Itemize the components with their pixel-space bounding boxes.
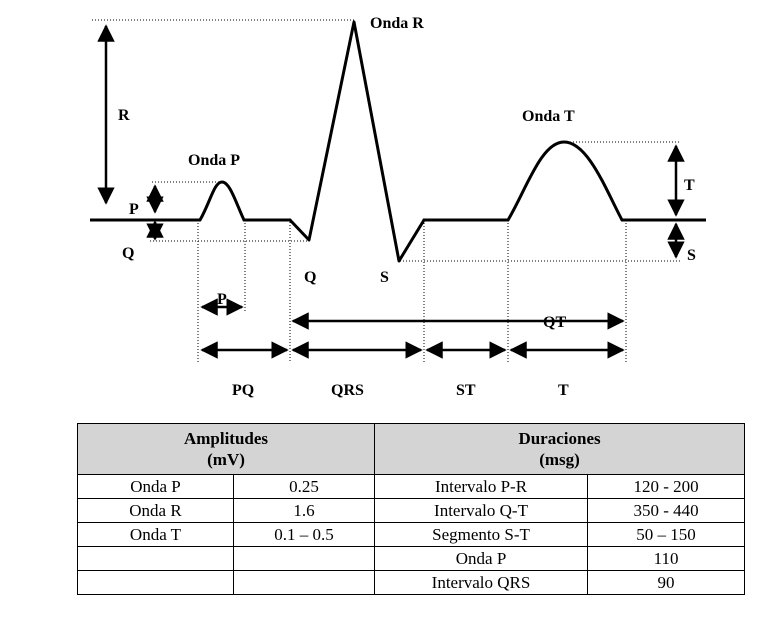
diagram-labels: Onda R Onda P Onda T R P Q T S Q S P QT … — [118, 15, 696, 399]
table-header-row: Amplitudes (mV) Duraciones (msg) — [76, 423, 746, 475]
duraciones-header-unit: (msg) — [539, 450, 580, 469]
duration-name-cell: Segmento S-T — [374, 522, 589, 547]
duration-value-cell: 50 – 150 — [587, 522, 746, 547]
label-point-q: Q — [304, 269, 316, 286]
qrs-complex — [288, 20, 426, 263]
interval-arrows — [200, 298, 625, 359]
table-row: Onda R 1.6 Intervalo Q-T 350 - 440 — [77, 498, 746, 523]
duration-value-cell: 350 - 440 — [587, 498, 746, 523]
duraciones-header-title: Duraciones — [518, 429, 601, 448]
duration-value-cell: 110 — [587, 546, 746, 571]
label-interval-p: P — [217, 291, 227, 308]
table-row: Onda T 0.1 – 0.5 Segmento S-T 50 – 150 — [77, 522, 746, 547]
amplitude-value-cell — [232, 570, 376, 595]
amplitudes-header: Amplitudes (mV) — [76, 423, 376, 475]
t-wave — [506, 140, 624, 222]
ecg-values-table: Amplitudes (mV) Duraciones (msg) Onda P … — [76, 423, 746, 595]
amplitude-wave-cell — [77, 570, 234, 595]
label-onda-t: Onda T — [522, 108, 575, 125]
reference-lines — [92, 19, 680, 362]
label-amp-p: P — [129, 201, 139, 218]
amplitude-wave-cell: Onda R — [77, 498, 234, 523]
label-amp-s: S — [687, 247, 696, 264]
duration-name-cell: Intervalo P-R — [374, 474, 589, 499]
table-row: Intervalo QRS 90 — [77, 570, 746, 595]
label-interval-t: T — [558, 382, 569, 399]
amplitude-value-cell — [232, 546, 376, 571]
duraciones-header: Duraciones (msg) — [374, 423, 746, 475]
duration-value-cell: 90 — [587, 570, 746, 595]
amplitudes-header-title: Amplitudes — [183, 429, 269, 448]
duration-name-cell: Onda P — [374, 546, 589, 571]
ecg-waveform — [90, 20, 706, 263]
amplitude-value-cell: 0.25 — [232, 474, 376, 499]
amplitude-wave-cell: Onda P — [77, 474, 234, 499]
label-interval-qrs: QRS — [331, 382, 364, 399]
duration-name-cell: Intervalo QRS — [374, 570, 589, 595]
label-interval-st: ST — [456, 382, 476, 399]
label-onda-r: Onda R — [370, 15, 424, 32]
table-row: Onda P 110 — [77, 546, 746, 571]
amplitude-value-cell: 1.6 — [232, 498, 376, 523]
amplitude-arrows — [97, 24, 685, 259]
label-interval-pq: PQ — [232, 382, 254, 399]
label-point-s: S — [380, 269, 389, 286]
duration-name-cell: Intervalo Q-T — [374, 498, 589, 523]
label-onda-p: Onda P — [188, 152, 240, 169]
p-wave — [198, 180, 246, 222]
amplitudes-header-unit: (mV) — [207, 450, 245, 469]
label-amp-q: Q — [122, 245, 134, 262]
amplitude-wave-cell: Onda T — [77, 522, 234, 547]
label-amp-t: T — [684, 177, 695, 194]
table-row: Onda P 0.25 Intervalo P-R 120 - 200 — [77, 474, 746, 499]
duration-value-cell: 120 - 200 — [587, 474, 746, 499]
label-interval-qt: QT — [543, 314, 566, 331]
label-amp-r: R — [118, 107, 130, 124]
amplitude-value-cell: 0.1 – 0.5 — [232, 522, 376, 547]
amplitude-wave-cell — [77, 546, 234, 571]
